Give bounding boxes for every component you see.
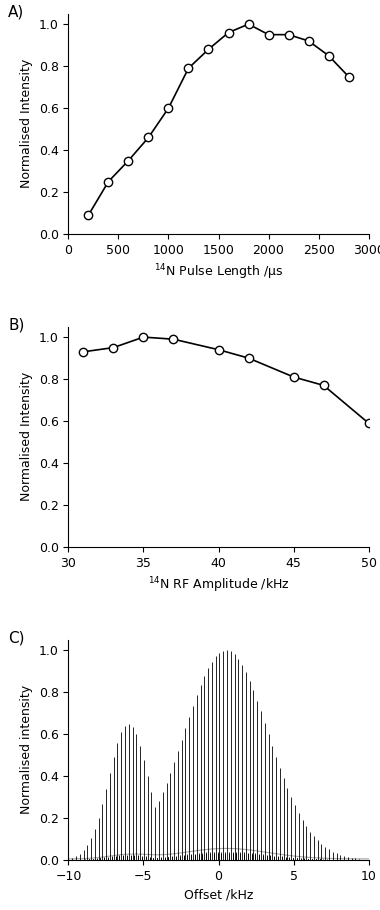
X-axis label: $^{14}$N Pulse Length /μs: $^{14}$N Pulse Length /μs bbox=[154, 262, 283, 282]
X-axis label: Offset /kHz: Offset /kHz bbox=[184, 888, 253, 901]
Text: A): A) bbox=[8, 5, 25, 20]
Text: B): B) bbox=[8, 318, 25, 333]
X-axis label: $^{14}$N RF Amplitude /kHz: $^{14}$N RF Amplitude /kHz bbox=[148, 575, 289, 595]
Y-axis label: Normalised Intensity: Normalised Intensity bbox=[20, 59, 33, 188]
Text: C): C) bbox=[8, 631, 25, 646]
Y-axis label: Normalised intensity: Normalised intensity bbox=[20, 685, 33, 814]
Y-axis label: Normalised Intensity: Normalised Intensity bbox=[20, 372, 33, 501]
